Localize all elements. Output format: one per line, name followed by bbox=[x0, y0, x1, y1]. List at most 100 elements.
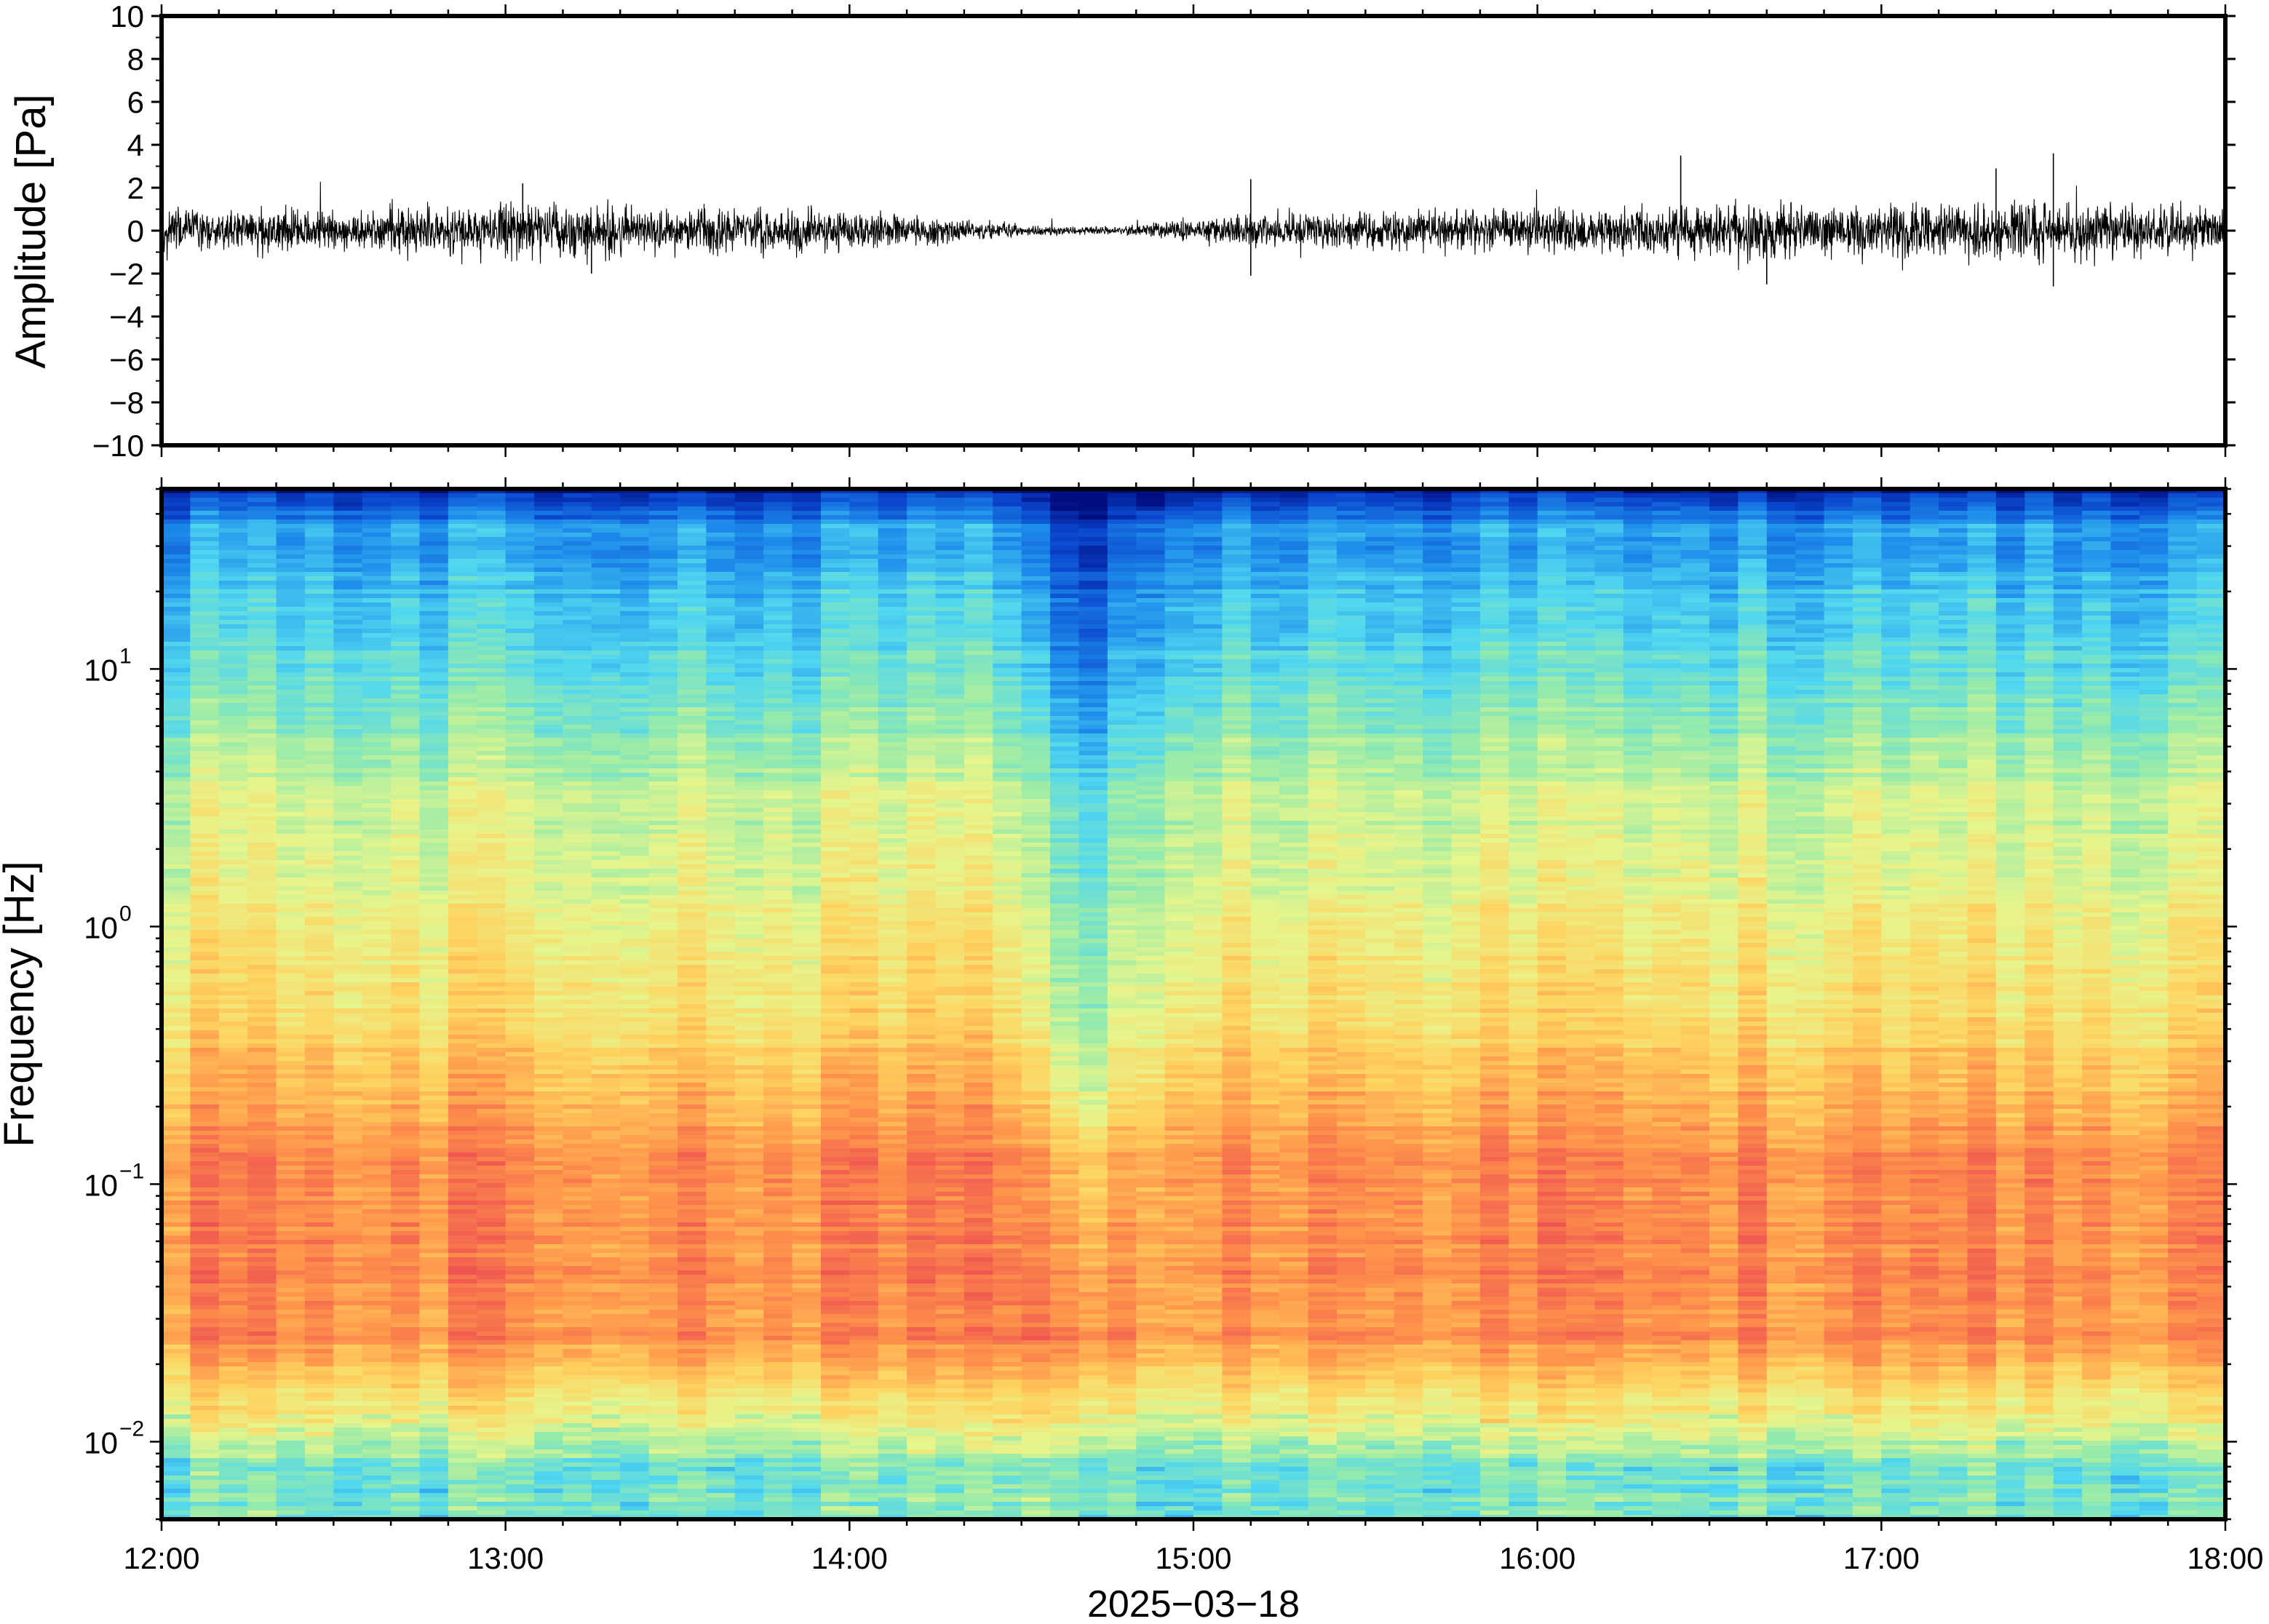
spectrogram-cell bbox=[1939, 668, 1968, 673]
spectrogram-cell bbox=[247, 511, 277, 516]
spectrogram-cell bbox=[1050, 620, 1080, 625]
spectrogram-cell bbox=[1939, 594, 1968, 599]
spectrogram-cell bbox=[1250, 747, 1280, 752]
spectrogram-cell bbox=[849, 581, 879, 586]
spectrogram-cell bbox=[792, 777, 822, 782]
spectrogram-cell bbox=[1738, 515, 1768, 520]
spectrogram-cell bbox=[333, 677, 363, 682]
spectrogram-cell bbox=[1995, 563, 2025, 568]
spectrogram-cell bbox=[1852, 703, 1882, 708]
spectrogram-cell bbox=[1479, 498, 1509, 503]
spectrogram-cell bbox=[448, 768, 477, 773]
spectrogram-cell bbox=[1308, 664, 1338, 669]
spectrogram-cell bbox=[2053, 533, 2083, 538]
spectrogram-cell bbox=[1336, 637, 1366, 642]
spectrogram-cell bbox=[763, 768, 793, 773]
spectrogram-cell bbox=[1050, 637, 1080, 642]
spectrogram-cell bbox=[477, 725, 506, 730]
spectrogram-cell bbox=[362, 738, 392, 743]
spectrogram-cell bbox=[218, 572, 248, 577]
spectrogram-cell bbox=[1537, 633, 1567, 638]
spectrogram-cell bbox=[2110, 541, 2140, 546]
spectrogram-cell bbox=[162, 546, 191, 551]
spectrogram-cell bbox=[1050, 733, 1080, 739]
spectrogram-cell bbox=[1939, 602, 1968, 608]
spectrogram-cell bbox=[218, 607, 248, 612]
spectrogram-cell bbox=[2024, 712, 2054, 717]
spectrogram-cell bbox=[1680, 498, 1710, 503]
spectrogram-cell bbox=[1566, 563, 1596, 568]
spectrogram-cell bbox=[677, 502, 707, 507]
spectrogram-cell bbox=[878, 550, 907, 555]
spectrogram-cell bbox=[1680, 581, 1710, 586]
spectrogram-cell bbox=[190, 502, 220, 507]
spectrogram-cell bbox=[963, 712, 993, 717]
spectrogram-cell bbox=[1279, 773, 1309, 778]
spectrogram-cell bbox=[1509, 646, 1538, 651]
spectrogram-cell bbox=[2082, 576, 2112, 581]
spectrogram-cell bbox=[1050, 533, 1080, 538]
spectrogram-cell bbox=[534, 611, 564, 616]
spectrogram-cell bbox=[849, 541, 879, 546]
spectrogram-cell bbox=[1078, 742, 1108, 747]
spectrogram-cell bbox=[1451, 541, 1481, 546]
spectrogram-cell bbox=[563, 747, 592, 752]
spectrogram-cell bbox=[1910, 707, 1939, 712]
spectrogram-cell bbox=[591, 720, 621, 725]
spectrogram-cell bbox=[1365, 659, 1395, 664]
spectrogram-cell bbox=[1136, 602, 1166, 608]
spectrogram-cell bbox=[162, 598, 191, 603]
spectrogram-cell bbox=[2196, 659, 2226, 664]
spectrogram-cell bbox=[2196, 733, 2226, 739]
spectrogram-cell bbox=[1766, 773, 1796, 778]
spectrogram-cell bbox=[1423, 659, 1453, 664]
spectrogram-cell bbox=[878, 707, 907, 712]
spectrogram-cell bbox=[1336, 629, 1366, 634]
spectrogram-cell bbox=[1136, 742, 1166, 747]
spectrogram-cell bbox=[820, 568, 850, 573]
spectrogram-cell bbox=[591, 546, 621, 551]
spectrogram-cell bbox=[1766, 524, 1796, 529]
spectrogram-cell bbox=[763, 755, 793, 760]
spectrogram-cell bbox=[734, 646, 764, 651]
spectrogram-cell bbox=[563, 506, 592, 512]
spectrogram-cell bbox=[563, 611, 592, 616]
spectrogram-cell bbox=[2139, 716, 2169, 721]
spectrogram-cell bbox=[734, 493, 764, 498]
spectrogram-cell bbox=[247, 777, 277, 782]
spectrogram-cell bbox=[1164, 524, 1194, 529]
spectrogram-cell bbox=[419, 751, 449, 756]
spectrogram-cell bbox=[1795, 760, 1825, 765]
spectrogram-cell bbox=[1594, 502, 1624, 507]
spectrogram-cell bbox=[993, 668, 1022, 673]
spectrogram-cell bbox=[218, 568, 248, 573]
spectrogram-cell bbox=[333, 589, 363, 594]
spectrogram-cell bbox=[1193, 672, 1223, 677]
spectrogram-cell bbox=[1537, 760, 1567, 765]
spectrogram-cell bbox=[2082, 506, 2112, 512]
spectrogram-cell bbox=[1594, 602, 1624, 608]
spectrogram-cell bbox=[1193, 760, 1223, 765]
spectrogram-cell bbox=[1995, 598, 2025, 603]
spectrogram-cell bbox=[1107, 738, 1137, 743]
spectrogram-cell bbox=[247, 546, 277, 551]
spectrogram-cell bbox=[1509, 668, 1538, 673]
spectrogram-cell bbox=[706, 664, 736, 669]
spectrogram-cell bbox=[734, 511, 764, 516]
spectrogram-cell bbox=[2196, 511, 2226, 516]
spectrogram-cell bbox=[792, 729, 822, 734]
spectrogram-cell bbox=[1136, 563, 1166, 568]
spectrogram-cell bbox=[1365, 554, 1395, 560]
spectrogram-cell bbox=[1222, 611, 1252, 616]
spectrogram-cell bbox=[1279, 541, 1309, 546]
spectrogram-cell bbox=[1537, 520, 1567, 525]
spectrogram-cell bbox=[162, 585, 191, 590]
spectrogram-cell bbox=[963, 655, 993, 660]
spectrogram-cell bbox=[1107, 760, 1137, 765]
spectrogram-cell bbox=[1394, 707, 1423, 712]
spectrogram-cell bbox=[2082, 589, 2112, 594]
spectrogram-cell bbox=[1078, 524, 1108, 529]
spectrogram-cell bbox=[1451, 738, 1481, 743]
spectrogram-cell bbox=[2196, 642, 2226, 647]
spectrogram-cell bbox=[477, 616, 506, 621]
